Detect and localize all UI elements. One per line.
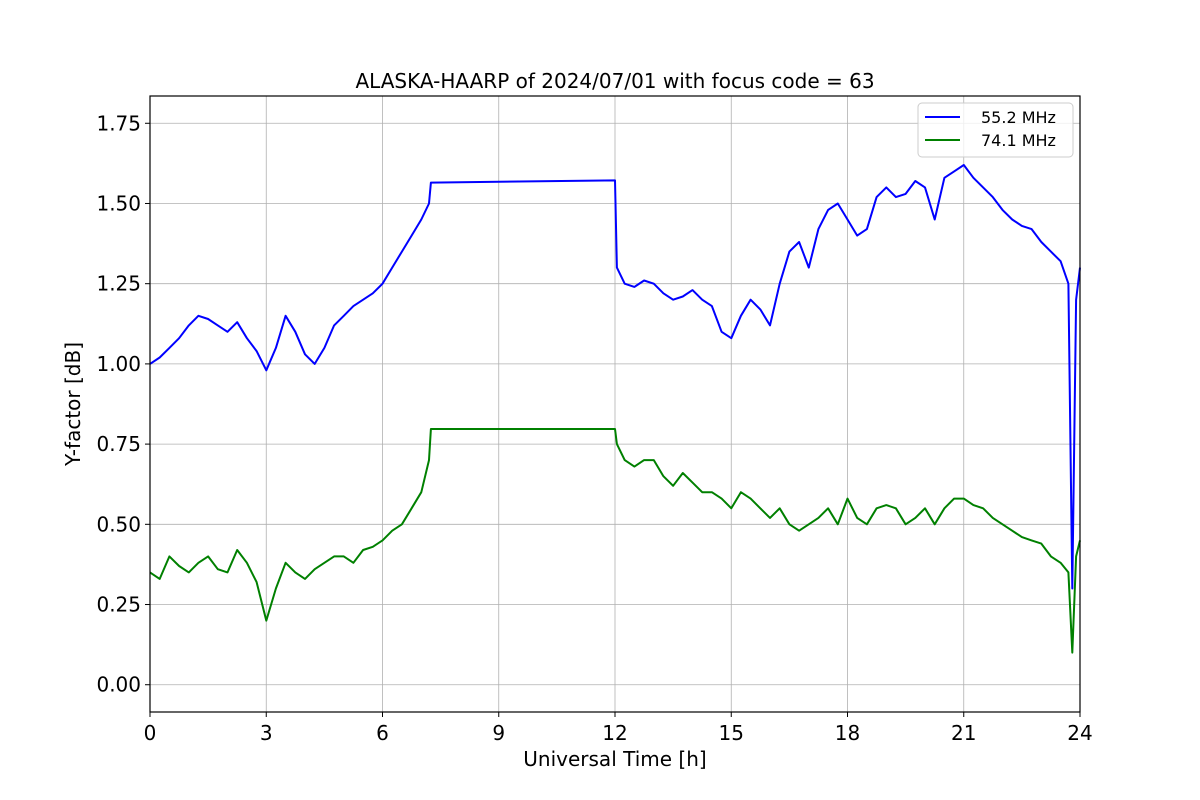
y-tick-label: 0.00 <box>96 673 141 697</box>
y-axis-label: Y-factor [dB] <box>61 342 85 467</box>
legend-label-55-2-mhz: 55.2 MHz <box>981 108 1056 127</box>
x-tick-label: 24 <box>1067 721 1092 745</box>
x-axis-label: Universal Time [h] <box>523 747 706 771</box>
x-tick-label: 18 <box>835 721 860 745</box>
plot-area <box>149 164 1081 654</box>
legend: 55.2 MHz 74.1 MHz <box>917 102 1074 158</box>
x-tick-label: 15 <box>719 721 744 745</box>
chart-title: ALASKA-HAARP of 2024/07/01 with focus co… <box>355 69 874 93</box>
y-tick-label: 1.75 <box>96 111 141 135</box>
series-line-55-2-mhz <box>149 164 1081 590</box>
x-tick-label: 6 <box>376 721 389 745</box>
y-tick-label: 1.00 <box>96 352 141 376</box>
y-tick-label: 1.25 <box>96 272 141 296</box>
y-tick-label: 0.25 <box>96 593 141 617</box>
x-tick-label: 9 <box>492 721 505 745</box>
x-tick-label: 3 <box>260 721 273 745</box>
x-tick-label: 21 <box>951 721 976 745</box>
y-tick-label: 0.50 <box>96 512 141 536</box>
x-axis: 0 3 6 9 12 15 18 21 24 <box>144 712 1093 745</box>
x-tick-label: 0 <box>144 721 157 745</box>
x-tick-label: 12 <box>602 721 627 745</box>
y-tick-label: 1.50 <box>96 191 141 215</box>
y-axis: 0.00 0.25 0.50 0.75 1.00 1.25 1.50 1.75 <box>96 111 150 697</box>
y-tick-label: 0.75 <box>96 432 141 456</box>
legend-label-74-1-mhz: 74.1 MHz <box>981 131 1056 150</box>
series-line-74-1-mhz <box>149 428 1081 654</box>
